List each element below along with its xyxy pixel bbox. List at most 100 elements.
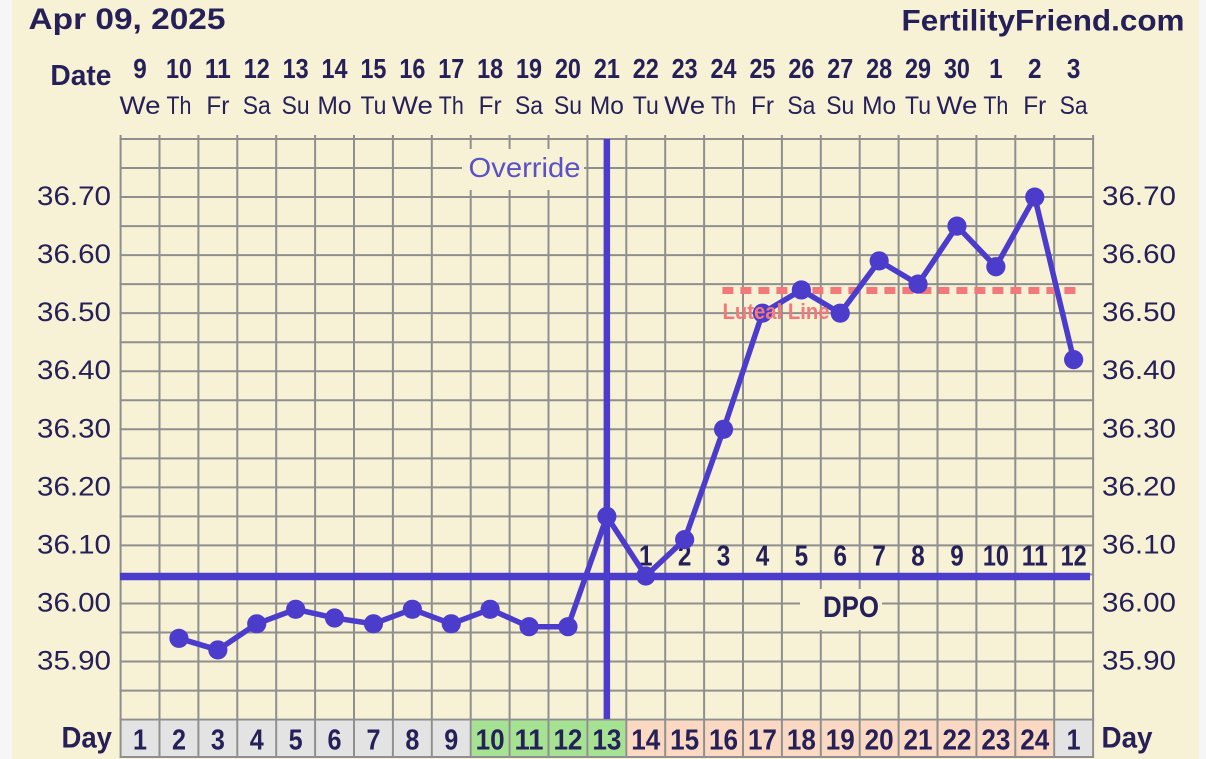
svg-text:7: 7 xyxy=(366,725,380,757)
svg-text:9: 9 xyxy=(950,541,964,573)
svg-text:6: 6 xyxy=(834,541,848,573)
svg-text:36.00: 36.00 xyxy=(1102,587,1176,617)
svg-text:36.70: 36.70 xyxy=(37,181,111,211)
svg-text:Mo: Mo xyxy=(862,92,896,120)
svg-text:19: 19 xyxy=(516,53,542,84)
svg-text:27: 27 xyxy=(827,53,853,84)
svg-text:23: 23 xyxy=(981,725,1010,757)
svg-text:36.50: 36.50 xyxy=(1102,297,1176,327)
svg-text:36.20: 36.20 xyxy=(37,471,111,501)
svg-text:Sa: Sa xyxy=(243,92,271,120)
svg-text:3: 3 xyxy=(211,725,225,757)
svg-text:8: 8 xyxy=(405,725,419,757)
svg-text:7: 7 xyxy=(872,541,886,573)
svg-text:20: 20 xyxy=(865,725,894,757)
svg-text:36.70: 36.70 xyxy=(1102,181,1176,211)
svg-text:35.90: 35.90 xyxy=(1102,646,1176,676)
svg-text:36.20: 36.20 xyxy=(1102,471,1176,501)
svg-text:Th: Th xyxy=(711,92,736,120)
svg-text:We: We xyxy=(936,92,977,120)
svg-text:15: 15 xyxy=(670,725,699,757)
svg-text:21: 21 xyxy=(594,53,620,84)
svg-text:36.30: 36.30 xyxy=(37,413,111,443)
svg-text:Tu: Tu xyxy=(633,92,659,120)
svg-text:16: 16 xyxy=(709,725,738,757)
svg-text:16: 16 xyxy=(399,53,425,84)
svg-text:12: 12 xyxy=(244,53,270,84)
svg-text:36.10: 36.10 xyxy=(1102,529,1176,559)
svg-text:Fr: Fr xyxy=(206,92,229,120)
svg-text:28: 28 xyxy=(866,53,892,84)
svg-text:25: 25 xyxy=(749,53,775,84)
svg-text:24: 24 xyxy=(711,53,737,84)
svg-text:4: 4 xyxy=(756,541,770,573)
svg-text:Day: Day xyxy=(62,722,113,755)
svg-text:8: 8 xyxy=(911,541,925,573)
svg-text:We: We xyxy=(392,92,433,120)
svg-text:We: We xyxy=(664,92,705,120)
svg-text:12: 12 xyxy=(1061,541,1087,573)
svg-text:29: 29 xyxy=(905,53,931,84)
svg-text:1: 1 xyxy=(989,53,1003,84)
svg-text:Fr: Fr xyxy=(479,92,502,120)
svg-text:FertilityFriend.com: FertilityFriend.com xyxy=(902,5,1185,38)
svg-text:4: 4 xyxy=(250,725,264,757)
svg-text:18: 18 xyxy=(787,725,816,757)
svg-text:6: 6 xyxy=(328,725,342,757)
svg-text:2: 2 xyxy=(1028,53,1042,84)
svg-text:18: 18 xyxy=(477,53,503,84)
svg-text:17: 17 xyxy=(438,53,464,84)
svg-text:Su: Su xyxy=(826,92,854,120)
svg-text:1: 1 xyxy=(639,541,653,573)
svg-text:Sa: Sa xyxy=(787,92,815,120)
svg-text:3: 3 xyxy=(1067,53,1081,84)
svg-text:Th: Th xyxy=(983,92,1008,120)
svg-text:17: 17 xyxy=(748,725,777,757)
svg-text:We: We xyxy=(120,92,161,120)
svg-text:36.00: 36.00 xyxy=(37,587,111,617)
svg-text:36.60: 36.60 xyxy=(37,239,111,269)
svg-text:30: 30 xyxy=(944,53,970,84)
svg-text:Sa: Sa xyxy=(1060,92,1088,120)
svg-text:10: 10 xyxy=(166,53,192,84)
svg-text:36.40: 36.40 xyxy=(37,355,111,385)
svg-text:3: 3 xyxy=(717,541,731,573)
svg-text:15: 15 xyxy=(360,53,386,84)
svg-text:22: 22 xyxy=(633,53,659,84)
svg-text:Date: Date xyxy=(50,60,111,92)
svg-text:9: 9 xyxy=(444,725,458,757)
svg-text:Apr 09, 2025: Apr 09, 2025 xyxy=(29,3,226,36)
svg-text:10: 10 xyxy=(983,541,1009,573)
svg-text:11: 11 xyxy=(515,725,544,757)
svg-text:Tu: Tu xyxy=(905,92,931,120)
svg-text:36.30: 36.30 xyxy=(1102,413,1176,443)
svg-text:19: 19 xyxy=(826,725,855,757)
svg-text:Su: Su xyxy=(554,92,582,120)
svg-text:DPO: DPO xyxy=(823,591,879,624)
svg-text:1: 1 xyxy=(133,725,147,757)
svg-text:12: 12 xyxy=(553,725,582,757)
svg-text:5: 5 xyxy=(795,541,809,573)
svg-text:9: 9 xyxy=(133,53,147,84)
svg-text:14: 14 xyxy=(322,53,348,84)
svg-text:36.60: 36.60 xyxy=(1102,239,1176,269)
svg-text:10: 10 xyxy=(476,725,505,757)
svg-text:35.90: 35.90 xyxy=(37,646,111,676)
svg-text:Mo: Mo xyxy=(590,92,624,120)
svg-text:Tu: Tu xyxy=(360,92,386,120)
svg-text:26: 26 xyxy=(788,53,814,84)
svg-text:5: 5 xyxy=(289,725,303,757)
svg-text:36.40: 36.40 xyxy=(1102,355,1176,385)
svg-text:Sa: Sa xyxy=(515,92,543,120)
svg-text:Th: Th xyxy=(439,92,464,120)
svg-text:24: 24 xyxy=(1020,725,1049,757)
svg-text:Fr: Fr xyxy=(751,92,774,120)
svg-text:Mo: Mo xyxy=(318,92,352,120)
svg-text:20: 20 xyxy=(555,53,581,84)
svg-text:Luteal Line: Luteal Line xyxy=(723,299,830,324)
svg-text:11: 11 xyxy=(1022,541,1048,573)
svg-text:2: 2 xyxy=(172,725,186,757)
svg-text:13: 13 xyxy=(592,725,621,757)
svg-text:Day: Day xyxy=(1102,722,1153,755)
svg-text:Th: Th xyxy=(166,92,191,120)
